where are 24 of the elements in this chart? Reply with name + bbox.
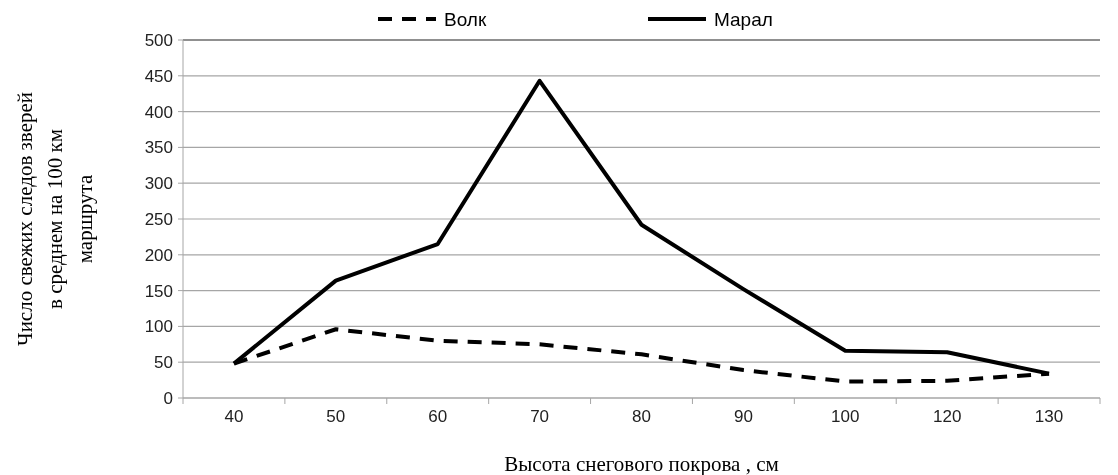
- y-tick-label: 250: [144, 209, 173, 229]
- y-tick-label: 150: [144, 281, 173, 301]
- y-tick-label: 100: [144, 317, 173, 337]
- x-tick-label: 130: [1034, 407, 1064, 426]
- x-tick-label: 70: [530, 407, 550, 426]
- x-tick-label: 120: [932, 407, 962, 426]
- y-axis-title: Число свежих следов зверей в среднем на 100 км маршрута: [13, 91, 97, 347]
- y-tick-label: 400: [144, 102, 173, 122]
- x-tick-label: 90: [733, 407, 753, 426]
- y-tick-label: 450: [144, 66, 173, 86]
- x-tick-label: 40: [224, 407, 244, 426]
- x-tick-label: 80: [632, 407, 651, 426]
- x-tick-label: 100: [831, 407, 860, 426]
- x-axis-title: Высота снегового покрова , см: [504, 452, 779, 475]
- x-tick-label: 50: [326, 407, 346, 426]
- y-tick-label: 500: [144, 30, 173, 50]
- y-tick-label: 200: [144, 245, 173, 265]
- y-tick-label: 50: [154, 353, 173, 373]
- legend-label: Волк: [444, 8, 487, 30]
- y-tick-label: 350: [144, 138, 173, 158]
- x-tick-label: 60: [428, 407, 448, 426]
- y-tick-label: 0: [163, 388, 173, 408]
- y-tick-label: 300: [144, 174, 173, 194]
- legend-label: Марал: [714, 8, 773, 30]
